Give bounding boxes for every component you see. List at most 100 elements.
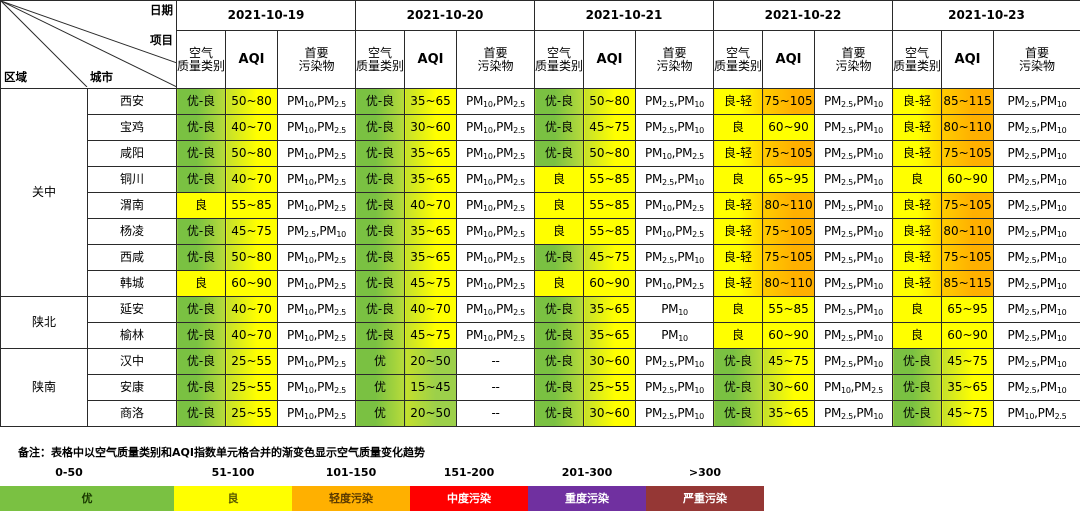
pollutant-cell: PM10 (635, 322, 714, 349)
region-cell: 陕北 (0, 296, 88, 349)
pollutant-cell: PM2.5,PM10 (814, 270, 893, 297)
aqi-cell: 35~65 (404, 218, 457, 245)
pollutant-cell: PM2.5,PM10 (993, 348, 1080, 375)
pollutant-cell: PM10,PM2.5 (635, 270, 714, 297)
aqi-cell: 60~90 (941, 322, 994, 349)
pollutant-cell: PM2.5,PM10 (993, 374, 1080, 401)
pollutant-cell: PM10,PM2.5 (277, 114, 356, 141)
category-cell: 良 (176, 270, 226, 297)
aqi-cell: 85~115 (941, 270, 994, 297)
aqi-cell: 55~85 (583, 218, 636, 245)
aqi-cell: 45~75 (583, 114, 636, 141)
category-cell: 良-轻 (892, 244, 942, 271)
pollutant-cell: -- (456, 400, 535, 427)
pollutant-cell: PM10,PM2.5 (456, 88, 535, 115)
corner-cell: 日期 项目 区域 城市 (0, 0, 177, 89)
pollutant-cell: PM10,PM2.5 (993, 400, 1080, 427)
date-header: 2021-10-19 (176, 0, 356, 31)
pollutant-cell: PM10,PM2.5 (277, 192, 356, 219)
aqi-cell: 45~75 (941, 400, 994, 427)
aqi-cell: 60~90 (583, 270, 636, 297)
aqi-cell: 45~75 (762, 348, 815, 375)
aqi-cell: 45~75 (583, 244, 636, 271)
category-cell: 良-轻 (892, 270, 942, 297)
category-cell: 优-良 (176, 400, 226, 427)
aqi-cell: 30~60 (583, 400, 636, 427)
category-cell: 良-轻 (892, 114, 942, 141)
table-row: 韩城良 60~90 PM10,PM2.5 优-良 45~75 PM10,PM2.5 良 60~… (1, 270, 1080, 297)
category-cell: 优-良 (355, 270, 405, 297)
pollutant-cell: PM10,PM2.5 (456, 192, 535, 219)
table-row: 咸阳 优-良 50~80 PM10,PM2.5 优-良 35~65 PM10,PM2.5 优-… (1, 140, 1080, 167)
city-cell: 咸阳 (87, 140, 177, 167)
pollutant-cell: PM10,PM2.5 (277, 270, 356, 297)
table-row: 渭南良 55~85 PM10,PM2.5 优-良 40~70 PM10,PM2.5 良 55~… (1, 192, 1080, 219)
legend-swatch: 中度污染 (410, 486, 528, 511)
category-cell: 良-轻 (892, 218, 942, 245)
city-cell: 商洛 (87, 400, 177, 427)
legend-range-label: >300 (688, 466, 722, 479)
aqi-cell: 45~75 (404, 270, 457, 297)
category-cell: 优-良 (355, 244, 405, 271)
col-header-pollutant: 首要 污染物 (993, 30, 1080, 89)
aqi-cell: 35~65 (583, 296, 636, 323)
category-cell: 优-良 (355, 166, 405, 193)
category-cell: 优-良 (176, 166, 226, 193)
category-cell: 良 (713, 296, 763, 323)
category-cell: 优-良 (713, 400, 763, 427)
category-cell: 优-良 (176, 348, 226, 375)
aqi-cell: 60~90 (762, 114, 815, 141)
table-row: 商洛 优-良 25~55 PM10,PM2.5 优 20~50 -- 优-良 30~60 PM2.… (1, 400, 1080, 427)
aqi-cell: 35~65 (404, 166, 457, 193)
pollutant-cell: PM2.5,PM10 (635, 114, 714, 141)
category-cell: 优-良 (355, 88, 405, 115)
aqi-cell: 45~75 (404, 322, 457, 349)
aqi-cell: 80~110 (762, 270, 815, 297)
legend-swatch: 轻度污染 (292, 486, 410, 511)
pollutant-cell: PM2.5,PM10 (814, 244, 893, 271)
date-header: 2021-10-23 (892, 0, 1080, 31)
aqi-cell: 35~65 (583, 322, 636, 349)
category-cell: 优 (355, 348, 405, 375)
category-cell: 良 (176, 192, 226, 219)
pollutant-cell: PM2.5,PM10 (277, 218, 356, 245)
pollutant-cell: PM10,PM2.5 (814, 374, 893, 401)
aqi-cell: 75~105 (762, 218, 815, 245)
category-cell: 优-良 (892, 374, 942, 401)
aqi-cell: 60~90 (225, 270, 278, 297)
pollutant-cell: PM10 (635, 296, 714, 323)
aqi-cell: 40~70 (225, 166, 278, 193)
pollutant-cell: PM10,PM2.5 (635, 218, 714, 245)
pollutant-cell: PM10,PM2.5 (277, 400, 356, 427)
table-row: 安康 优-良 25~55 PM10,PM2.5 优 15~45 -- 优-良 25~55 PM2.… (1, 374, 1080, 401)
aqi-cell: 85~115 (941, 88, 994, 115)
col-header-category: 空气 质量类别 (534, 30, 584, 89)
aqi-forecast-table: 日期 项目 区域 城市 2021-10-19 2021-10-20 2021-10-21 20… (0, 0, 1080, 427)
aqi-cell: 75~105 (941, 192, 994, 219)
aqi-cell: 30~60 (762, 374, 815, 401)
pollutant-cell: PM2.5,PM10 (814, 114, 893, 141)
date-header: 2021-10-20 (355, 0, 535, 31)
pollutant-cell: PM10,PM2.5 (277, 374, 356, 401)
city-cell: 韩城 (87, 270, 177, 297)
pollutant-cell: PM10,PM2.5 (277, 244, 356, 271)
category-cell: 良-轻 (713, 88, 763, 115)
col-header-category: 空气 质量类别 (892, 30, 942, 89)
pollutant-cell: -- (456, 374, 535, 401)
pollutant-cell: PM2.5,PM10 (814, 400, 893, 427)
legend-swatch: 重度污染 (528, 486, 646, 511)
col-header-aqi: AQI (404, 30, 457, 89)
category-cell: 良 (713, 166, 763, 193)
table-row: 西咸 优-良 50~80 PM10,PM2.5 优-良 35~65 PM10,PM2.5 优-… (1, 244, 1080, 271)
aqi-cell: 55~85 (762, 296, 815, 323)
legend-swatch: 良 (174, 486, 292, 511)
pollutant-cell: PM2.5,PM10 (993, 270, 1080, 297)
aqi-cell: 50~80 (583, 88, 636, 115)
category-cell: 优-良 (355, 140, 405, 167)
pollutant-cell: PM2.5,PM10 (993, 88, 1080, 115)
legend-range-label: 151-200 (443, 466, 495, 479)
pollutant-cell: PM2.5,PM10 (993, 296, 1080, 323)
legend-range-label: 51-100 (211, 466, 255, 479)
category-cell: 良 (534, 166, 584, 193)
category-cell: 优-良 (534, 296, 584, 323)
